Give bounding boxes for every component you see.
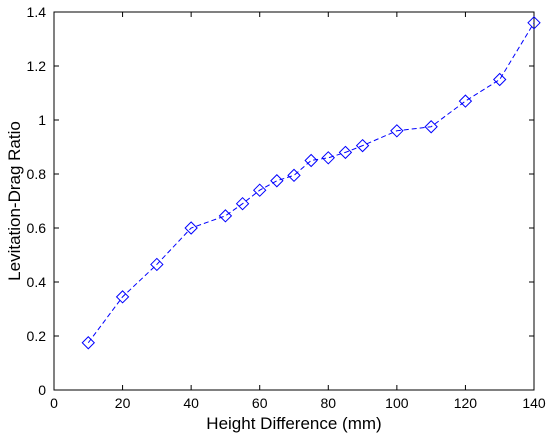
y-tick-label: 0.6 bbox=[27, 220, 47, 236]
data-point-marker bbox=[493, 72, 507, 87]
data-point-marker bbox=[304, 153, 318, 168]
y-tick-label: 0 bbox=[38, 382, 46, 398]
y-tick-label: 0.2 bbox=[27, 328, 47, 344]
data-point-marker bbox=[527, 16, 541, 30]
x-axis-label: Height Difference (mm) bbox=[206, 414, 381, 433]
x-tick-label: 80 bbox=[320, 395, 336, 411]
x-tick-label: 0 bbox=[50, 395, 58, 411]
series-layer bbox=[81, 16, 541, 350]
series-line bbox=[87, 22, 535, 344]
y-axis: 0 0.2 0.4 0.6 0.8 1 1.2 1.4 bbox=[27, 4, 534, 398]
data-point-marker bbox=[287, 168, 301, 183]
data-point-marker bbox=[81, 336, 95, 350]
y-tick-label: 1.2 bbox=[27, 58, 47, 74]
y-axis-label: Levitation-Drag Ratio bbox=[5, 121, 24, 281]
x-tick-label: 120 bbox=[454, 395, 478, 411]
data-point-marker bbox=[235, 196, 250, 211]
data-point-marker bbox=[458, 94, 473, 108]
x-tick-label: 100 bbox=[385, 395, 409, 411]
data-point-marker bbox=[115, 290, 130, 304]
x-tick-label: 140 bbox=[522, 395, 546, 411]
data-point-marker bbox=[424, 120, 438, 134]
data-point-marker bbox=[338, 145, 353, 160]
y-tick-label: 1 bbox=[38, 112, 46, 128]
data-point-marker bbox=[150, 257, 164, 272]
data-point-marker bbox=[218, 209, 233, 223]
x-axis: 0 20 40 60 80 100 120 140 bbox=[50, 12, 546, 411]
data-point-marker bbox=[270, 174, 284, 188]
x-tick-label: 60 bbox=[252, 395, 268, 411]
data-point-marker bbox=[355, 138, 370, 153]
x-tick-label: 20 bbox=[115, 395, 131, 411]
y-tick-label: 0.8 bbox=[27, 166, 47, 182]
y-tick-label: 0.4 bbox=[27, 274, 47, 290]
y-tick-label: 1.4 bbox=[27, 4, 47, 20]
plot-area bbox=[53, 11, 535, 391]
data-point-marker bbox=[321, 151, 335, 165]
data-point-marker bbox=[390, 124, 404, 138]
data-point-marker bbox=[253, 183, 267, 197]
data-point-marker bbox=[184, 221, 198, 235]
x-tick-label: 40 bbox=[183, 395, 199, 411]
